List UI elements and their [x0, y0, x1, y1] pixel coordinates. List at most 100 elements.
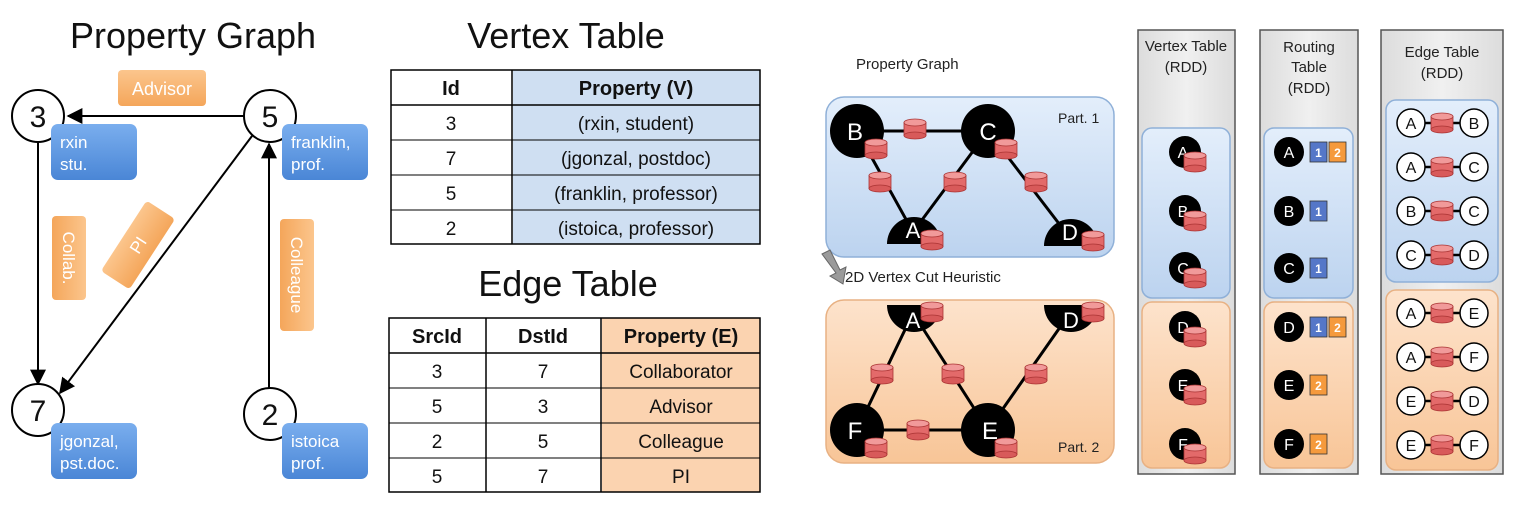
cut-arrow-icon: [821, 249, 847, 285]
edge-data-cylinder-12: [1024, 363, 1048, 385]
edge-data-cylinder-1: [864, 138, 888, 160]
edge-rdd-cylinder: [1430, 244, 1454, 266]
routing-vertex-label: A: [1284, 145, 1295, 162]
edge-data-cylinder-8: [920, 301, 944, 323]
edge-rdd-vertex-label: B: [1469, 116, 1480, 133]
node-5-label-line2: prof.: [291, 155, 325, 174]
part2-label: Part. 2: [1058, 439, 1099, 455]
routing-part-label: 1: [1315, 146, 1322, 160]
part2-vertex-d: D: [1063, 308, 1079, 333]
edge-rdd-vertex-label: A: [1406, 116, 1417, 133]
vertex-row-2-id: 5: [446, 184, 457, 205]
routing-part-box: [1309, 141, 1328, 163]
routing-part-box: [1309, 433, 1328, 455]
edge-table-title: Edge Table: [478, 263, 658, 304]
routing-part-box: [1328, 316, 1347, 338]
vertex-data-cylinder: [1183, 151, 1207, 173]
node-3-label-line2: stu.: [60, 155, 87, 174]
part1-vertex-a: A: [906, 218, 921, 243]
routing-vertex-label: D: [1283, 320, 1295, 337]
edge-label-advisor: Advisor: [132, 79, 192, 99]
vertex-row-3-id: 2: [446, 219, 457, 240]
routing-vertex-label: E: [1284, 378, 1295, 395]
edge-rdd-title-line1: Edge Table: [1405, 44, 1480, 61]
node-3: 3 rxin stu.: [11, 89, 137, 180]
routing-vertex-label: C: [1283, 261, 1295, 278]
edge-table: Edge Table SrcId DstId Property (E) 3 7 …: [388, 263, 761, 493]
edge-rdd-cylinder: [1430, 200, 1454, 222]
edge-label-advisor-box: [118, 70, 206, 106]
edge-rdd-vertex-label: D: [1468, 248, 1480, 265]
routing-part-box: [1309, 316, 1328, 338]
routing-part-label: 2: [1334, 146, 1341, 160]
part1-label: Part. 1: [1058, 110, 1099, 126]
svg-text:5: 5: [538, 432, 549, 453]
vertex-data-cylinder: [1183, 384, 1207, 406]
node-2-label-line1: istoica: [291, 432, 340, 451]
vertex-rdd-label: B: [1178, 204, 1189, 221]
routing-rdd: Routing Table (RDD) A 1 2B 1C 1D 1 2E 2F 2: [1259, 29, 1359, 475]
edge-data-cylinder-6: [920, 229, 944, 251]
edge-rdd-vertex-label: A: [1406, 306, 1417, 323]
svg-text:5: 5: [262, 101, 279, 134]
vertex-table-title: Vertex Table: [467, 15, 664, 56]
partitioned-graph: Property Graph Part. 1 B C A D Part. 2 A…: [821, 56, 1115, 464]
edge-rdd: Edge Table (RDD) A BA CB CC DA EA FE DE F: [1380, 29, 1504, 475]
svg-text:7: 7: [538, 362, 549, 383]
edge-label-collab: Collab.: [59, 232, 78, 285]
edge-rdd-cylinder: [1430, 390, 1454, 412]
vertex-rdd-item: B: [1169, 195, 1207, 232]
edge-label-collab-box: [52, 216, 86, 300]
routing-part-label: 1: [1315, 262, 1322, 276]
svg-text:7: 7: [538, 467, 549, 488]
edge-data-cylinder-0: [903, 118, 927, 140]
routing-part-box: [1328, 141, 1347, 163]
part1-vertex-d: D: [1062, 220, 1078, 245]
routing-vertex-label: B: [1284, 204, 1295, 221]
vertex-row-2-prop: (franklin, professor): [554, 184, 718, 205]
node-7: 7 jgonzal, pst.doc.: [11, 383, 137, 479]
edge-rdd-vertex-label: E: [1406, 394, 1417, 411]
edge-data-cylinder-9: [1081, 301, 1105, 323]
svg-text:3: 3: [432, 362, 443, 383]
edge-rdd-vertex-label: A: [1406, 350, 1417, 367]
routing-part-box: [1309, 257, 1328, 279]
edge-rdd-vertex-label: C: [1468, 160, 1480, 177]
routing-rdd-title-line3: (RDD): [1288, 80, 1331, 97]
edge-data-cylinder-5: [1024, 171, 1048, 193]
svg-text:3: 3: [30, 101, 47, 134]
edge-rdd-vertex-label: F: [1469, 350, 1479, 367]
edge-rdd-title-line2: (RDD): [1421, 65, 1464, 82]
node-7-label-line1: jgonzal,: [59, 432, 119, 451]
part2-vertex-e: E: [982, 418, 998, 445]
routing-part-box: [1309, 374, 1328, 396]
svg-text:Colleague: Colleague: [638, 432, 724, 453]
vertex-row-1-id: 7: [446, 149, 457, 170]
vertex-rdd-item: F: [1169, 428, 1207, 465]
routing-part-label: 1: [1315, 205, 1322, 219]
edge-label-pi-box: [102, 202, 174, 288]
node-2: 2 istoica prof.: [243, 387, 368, 479]
graph-edge-cylinders: [864, 118, 1105, 459]
svg-text:5: 5: [432, 467, 443, 488]
edge-data-cylinder-11: [941, 363, 965, 385]
edge-rdd-vertex-label: C: [1405, 248, 1417, 265]
vertex-rdd-title-line2: (RDD): [1165, 59, 1208, 76]
vertex-rdd-label: E: [1178, 378, 1189, 395]
vertex-rdd-item: D: [1169, 311, 1207, 348]
vertex-rdd-items: A B C D E F: [1169, 136, 1207, 465]
vertex-header-id: Id: [442, 78, 460, 100]
svg-text:PI: PI: [672, 467, 690, 488]
edge-5-7: [59, 135, 253, 395]
routing-rdd-title-line2: Table: [1291, 59, 1327, 76]
edge-data-cylinder-3: [868, 171, 892, 193]
vertex-rdd-label: C: [1177, 261, 1189, 278]
vertex-rdd-item: A: [1169, 136, 1207, 173]
vertex-rdd-title-line1: Vertex Table: [1145, 38, 1227, 55]
node-7-label-line2: pst.doc.: [60, 454, 120, 473]
